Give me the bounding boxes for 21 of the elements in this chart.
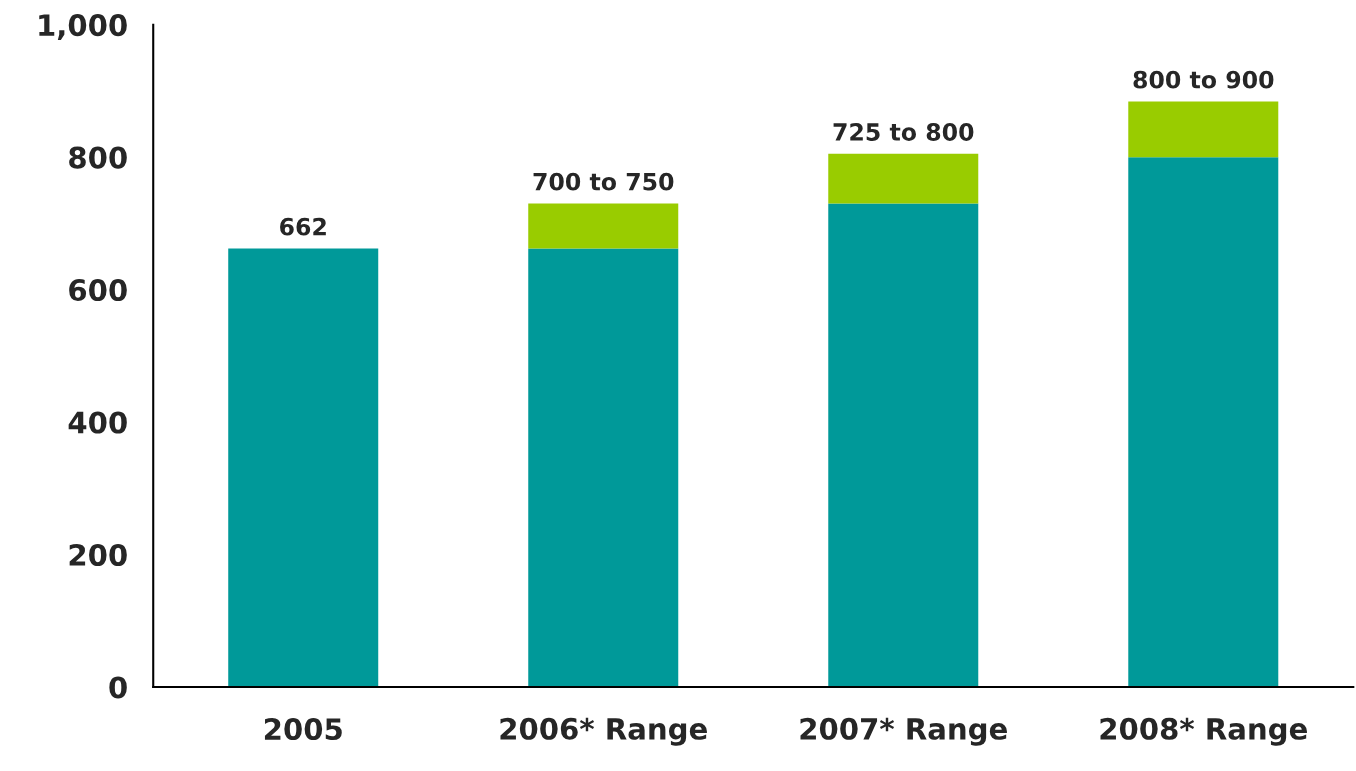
x-tick-label: 2007* Range: [800, 717, 1007, 746]
bar: [828, 203, 979, 687]
total-label: 662: [280, 217, 326, 236]
bar: [1128, 157, 1279, 687]
y-tick-label: 0: [109, 676, 127, 699]
y-tick-label: 1,000: [39, 14, 127, 40]
x-tick-label: 2005: [264, 718, 342, 741]
y-tick-label: 800: [69, 146, 127, 169]
y-tick-label: 400: [68, 411, 127, 434]
x-tick-label: 2008* Range: [1100, 717, 1307, 746]
total-label: 800 to 900: [1133, 70, 1274, 89]
bar: [528, 248, 679, 687]
y-tick-label: 200: [69, 543, 127, 566]
bar: [828, 153, 979, 204]
bar: [1128, 101, 1279, 158]
bar: [528, 203, 679, 249]
total-label: 700 to 750: [533, 172, 674, 191]
bar: [228, 248, 379, 687]
x-tick-label: 2006* Range: [500, 717, 707, 746]
total-label: 725 to 800: [833, 123, 974, 141]
y-tick-label: 600: [69, 279, 127, 302]
